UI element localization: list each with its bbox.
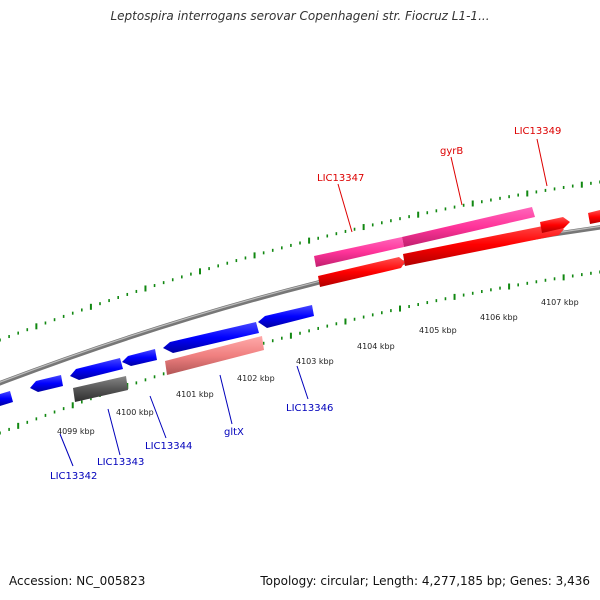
accession-text: Accession: NC_005823 <box>9 574 146 588</box>
scale-label-4100: 4100 kbp <box>116 408 154 417</box>
gene-trna-gltX[interactable] <box>165 336 264 375</box>
gene-gltX[interactable] <box>163 322 259 353</box>
gene-LIC13346[interactable] <box>258 305 314 328</box>
scale-label-4107: 4107 kbp <box>541 298 579 307</box>
gene-LIC13349[interactable] <box>540 217 570 233</box>
gene-LIC13347-duplicate[interactable] <box>318 257 405 287</box>
gene-gyrB[interactable] <box>402 207 535 247</box>
gene-LIC13344[interactable] <box>122 349 157 366</box>
label-leader-lines <box>59 138 548 467</box>
gene-LIC13350-partial[interactable] <box>588 210 600 224</box>
label-LIC13344[interactable]: LIC13344 <box>145 441 192 452</box>
label-gyrB[interactable]: gyrB <box>440 146 463 157</box>
gene-labels: LIC13342 LIC13343 LIC13344 gltX LIC13346… <box>50 126 561 482</box>
scale-label-4105: 4105 kbp <box>419 326 457 335</box>
label-LIC13347[interactable]: LIC13347 <box>317 173 364 184</box>
gene-LIC13348[interactable] <box>403 223 564 266</box>
scale-ticks-outer <box>0 180 600 342</box>
scale-label-4102: 4102 kbp <box>237 374 275 383</box>
gene-other-LIC13343[interactable] <box>73 376 128 402</box>
scale-labels: 4099 kbp 4100 kbp 4101 kbp 4102 kbp 4103… <box>57 298 579 436</box>
scale-label-4099: 4099 kbp <box>57 427 95 436</box>
label-LIC13343[interactable]: LIC13343 <box>97 457 144 468</box>
label-LIC13346[interactable]: LIC13346 <box>286 403 333 414</box>
genome-stats-text: Topology: circular; Length: 4,277,185 bp… <box>260 574 590 588</box>
gene-LIC13347[interactable] <box>314 237 404 267</box>
gene-LIC13342[interactable] <box>30 375 63 392</box>
scale-label-4106: 4106 kbp <box>480 313 518 322</box>
gene-LIC13343[interactable] <box>70 358 123 380</box>
label-gltX[interactable]: gltX <box>224 427 244 438</box>
scale-label-4104: 4104 kbp <box>357 342 395 351</box>
scale-label-4101: 4101 kbp <box>176 390 214 399</box>
scale-label-4103: 4103 kbp <box>296 357 334 366</box>
map-title: Leptospira interrogans serovar Copenhage… <box>110 9 490 23</box>
label-LIC13342[interactable]: LIC13342 <box>50 471 97 482</box>
reverse-strand-genes <box>0 305 314 406</box>
gene-LIC13341-partial[interactable] <box>0 391 13 406</box>
label-LIC13349[interactable]: LIC13349 <box>514 126 561 137</box>
forward-strand-genes <box>314 207 600 287</box>
